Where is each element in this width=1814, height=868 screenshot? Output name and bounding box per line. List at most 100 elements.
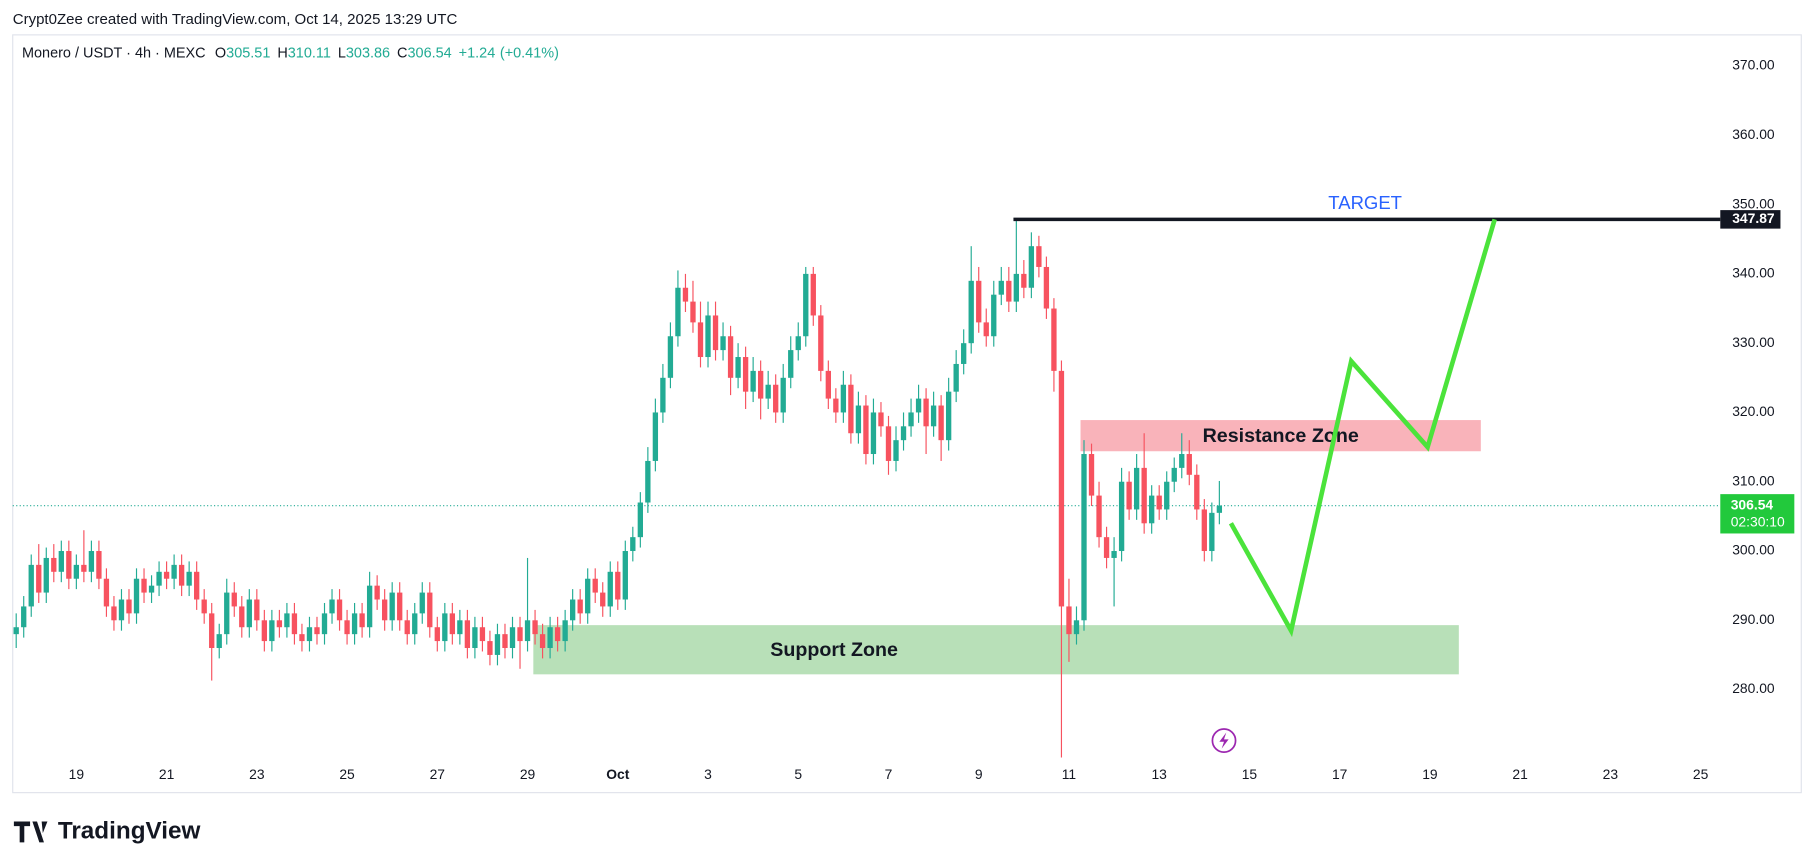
candle-body xyxy=(133,578,140,614)
candle-body xyxy=(427,592,433,628)
candle-body xyxy=(194,571,200,600)
candle-body xyxy=(915,398,922,413)
candle-body xyxy=(818,315,824,371)
candle-body xyxy=(344,620,350,635)
candle-body xyxy=(840,384,847,413)
candle-body xyxy=(735,357,741,378)
candle-body xyxy=(1021,273,1027,288)
candle-body xyxy=(976,280,982,323)
x-tick-label: 11 xyxy=(1062,766,1077,782)
candle-body xyxy=(103,578,110,607)
candle-body xyxy=(998,280,1004,295)
y-tick-label: 320.00 xyxy=(1732,403,1775,419)
candle-body xyxy=(675,287,681,337)
x-tick-label: 21 xyxy=(159,766,175,782)
candle-body xyxy=(727,336,734,378)
candle-body xyxy=(329,599,335,614)
candle-body xyxy=(88,551,95,572)
candle-body xyxy=(1141,467,1147,524)
candle-body xyxy=(660,377,666,413)
candle-body xyxy=(351,613,358,635)
candle-body xyxy=(855,405,862,434)
target-price-label: 347.87 xyxy=(1732,210,1775,226)
candle-body xyxy=(209,613,215,649)
candle-body xyxy=(697,322,704,358)
candle-body xyxy=(1013,273,1019,302)
candle-body xyxy=(36,564,42,593)
candle-body xyxy=(163,571,170,579)
legend-key: H xyxy=(277,45,287,61)
candle-body xyxy=(938,405,944,441)
candle-body xyxy=(524,620,531,642)
candle-body xyxy=(299,634,305,642)
candle-body xyxy=(382,599,388,621)
y-tick-label: 290.00 xyxy=(1732,611,1775,627)
candle-body xyxy=(908,412,914,427)
candle-body xyxy=(690,301,696,323)
candle-body xyxy=(1036,246,1042,267)
candle-body xyxy=(615,571,621,600)
candle-body xyxy=(742,357,749,392)
candle-body xyxy=(13,627,19,635)
candle-body xyxy=(464,620,471,649)
candle-body xyxy=(254,599,260,621)
support-zone xyxy=(533,625,1459,675)
candle-body xyxy=(216,634,222,649)
symbol-legend: Monero / USDT · 4h · MEXC O305.51 H310.11 L… xyxy=(22,45,559,61)
candle-body xyxy=(945,391,952,441)
x-tick-label: 9 xyxy=(975,766,983,782)
candle-body xyxy=(953,363,959,392)
candle-body xyxy=(1186,454,1192,475)
resistance-zone xyxy=(1080,420,1481,452)
candle-body xyxy=(1066,606,1072,635)
candle-body xyxy=(1043,266,1050,309)
candle-body xyxy=(487,641,493,655)
candle-body xyxy=(547,627,553,649)
candle-body xyxy=(592,578,598,593)
y-tick-label: 360.00 xyxy=(1732,126,1775,142)
candle-body xyxy=(1133,467,1140,510)
candle-body xyxy=(336,599,343,621)
candle-body xyxy=(1118,481,1125,552)
x-tick-label: 17 xyxy=(1332,766,1348,782)
x-tick-label: 23 xyxy=(1603,766,1619,782)
candle-body xyxy=(1081,454,1087,621)
candle-body xyxy=(1126,481,1132,510)
legend-value: 303.86 xyxy=(346,45,390,61)
candle-body xyxy=(51,557,57,572)
candle-body xyxy=(554,627,561,642)
candle-body xyxy=(532,620,538,635)
candle-body xyxy=(239,606,245,628)
candle-body xyxy=(712,315,719,351)
candle-body xyxy=(457,620,463,635)
candle-body xyxy=(73,564,80,579)
candle-body xyxy=(878,412,884,427)
candle-body xyxy=(1209,512,1215,552)
x-tick-label: 3 xyxy=(704,766,712,782)
candle-body xyxy=(201,599,207,614)
candle-body xyxy=(28,564,34,607)
candle-body xyxy=(502,634,508,649)
candle-body xyxy=(111,606,117,621)
resistance-label: Resistance Zone xyxy=(1203,425,1359,447)
candle-body xyxy=(58,551,64,572)
candle-body xyxy=(148,585,155,593)
candle-body xyxy=(961,343,967,364)
candle-body xyxy=(667,336,674,378)
projection-path xyxy=(1228,218,1497,638)
candle-body xyxy=(705,315,711,358)
candle-body xyxy=(1216,505,1223,513)
y-tick-label: 350.00 xyxy=(1732,195,1775,211)
candle-body xyxy=(788,350,794,378)
candle-body xyxy=(539,634,546,649)
alert-icon xyxy=(1211,728,1237,754)
legend-key: L xyxy=(338,45,346,61)
candle-body xyxy=(118,599,125,621)
candle-body xyxy=(1006,280,1012,302)
last-price-box xyxy=(1720,494,1795,534)
candle-body xyxy=(389,592,395,621)
x-tick-label: 27 xyxy=(430,766,446,782)
candle-body xyxy=(359,613,365,628)
